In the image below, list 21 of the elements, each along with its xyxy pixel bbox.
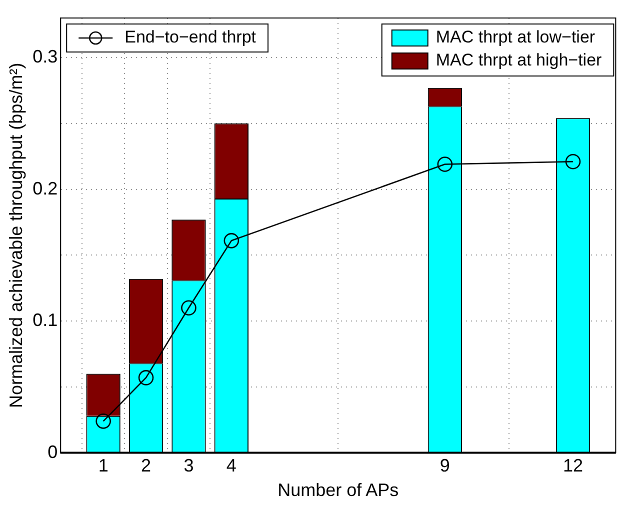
x-axis-title: Number of APs bbox=[278, 480, 399, 500]
point bbox=[181, 300, 196, 316]
x-tick-label: 12 bbox=[562, 456, 584, 476]
x-tick-label: 1 bbox=[98, 456, 108, 476]
legend-label: MAC thrpt at high−tier bbox=[436, 50, 602, 70]
legend-label: MAC thrpt at low−tier bbox=[436, 28, 596, 47]
x-tick-label: 9 bbox=[440, 456, 450, 476]
y-tick-label: 0.2 bbox=[32, 178, 58, 198]
point bbox=[96, 414, 111, 429]
y-tick-label: 0.3 bbox=[32, 46, 58, 66]
point bbox=[565, 154, 581, 170]
y-axis-title: Normalized achievable throughput (bps/m²) bbox=[6, 62, 26, 408]
point bbox=[437, 156, 453, 172]
y-tick-label: 0.1 bbox=[32, 310, 58, 330]
point bbox=[224, 233, 240, 248]
x-tick-label: 3 bbox=[184, 456, 194, 476]
point bbox=[138, 370, 154, 386]
x-tick-label: 2 bbox=[141, 456, 152, 476]
legend-label: End−to−end thrpt bbox=[124, 28, 256, 47]
y-tick-label: 0 bbox=[48, 442, 58, 462]
x-tick-label: 4 bbox=[226, 456, 236, 476]
